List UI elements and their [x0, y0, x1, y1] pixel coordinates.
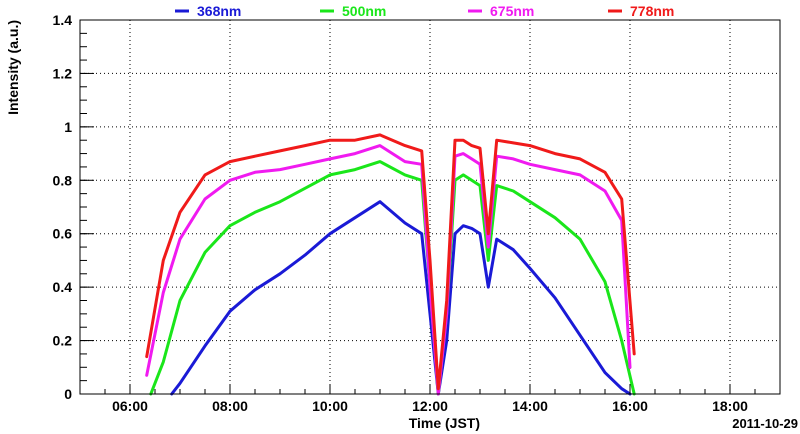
legend: 368nm 500nm 675nm 778nm — [175, 3, 674, 19]
tick-labels: 06:00 08:00 10:00 12:00 14:00 16:00 18:00 0 0.2 0… — [53, 12, 749, 414]
y-tick-label: 0 — [64, 386, 72, 402]
y-tick-label: 1.2 — [53, 65, 73, 81]
legend-label-778nm: 778nm — [630, 3, 674, 19]
x-tick-label: 10:00 — [312, 398, 348, 414]
x-tick-label: 08:00 — [212, 398, 248, 414]
y-tick-label: 0.8 — [53, 172, 73, 188]
y-tick-label: 0.2 — [53, 333, 73, 349]
y-axis-title: Intensity (a.u.) — [5, 20, 21, 115]
y-tick-label: 0.6 — [53, 226, 73, 242]
legend-label-368nm: 368nm — [197, 3, 241, 19]
y-tick-label: 1 — [64, 119, 72, 135]
x-tick-label: 06:00 — [112, 398, 148, 414]
x-tick-label: 16:00 — [612, 398, 648, 414]
y-tick-label: 0.4 — [53, 279, 73, 295]
legend-label-675nm: 675nm — [490, 3, 534, 19]
y-tick-label: 1.4 — [53, 12, 73, 28]
x-tick-label: 14:00 — [512, 398, 548, 414]
legend-label-500nm: 500nm — [342, 3, 386, 19]
x-axis-title: Time (JST) — [409, 415, 480, 431]
x-tick-label: 18:00 — [712, 398, 748, 414]
series-line-778nm — [145, 133, 636, 391]
x-tick-label: 12:00 — [412, 398, 448, 414]
grid-lines — [80, 20, 780, 394]
axis-ticks — [79, 19, 781, 395]
date-label: 2011-10-29 — [732, 416, 798, 431]
